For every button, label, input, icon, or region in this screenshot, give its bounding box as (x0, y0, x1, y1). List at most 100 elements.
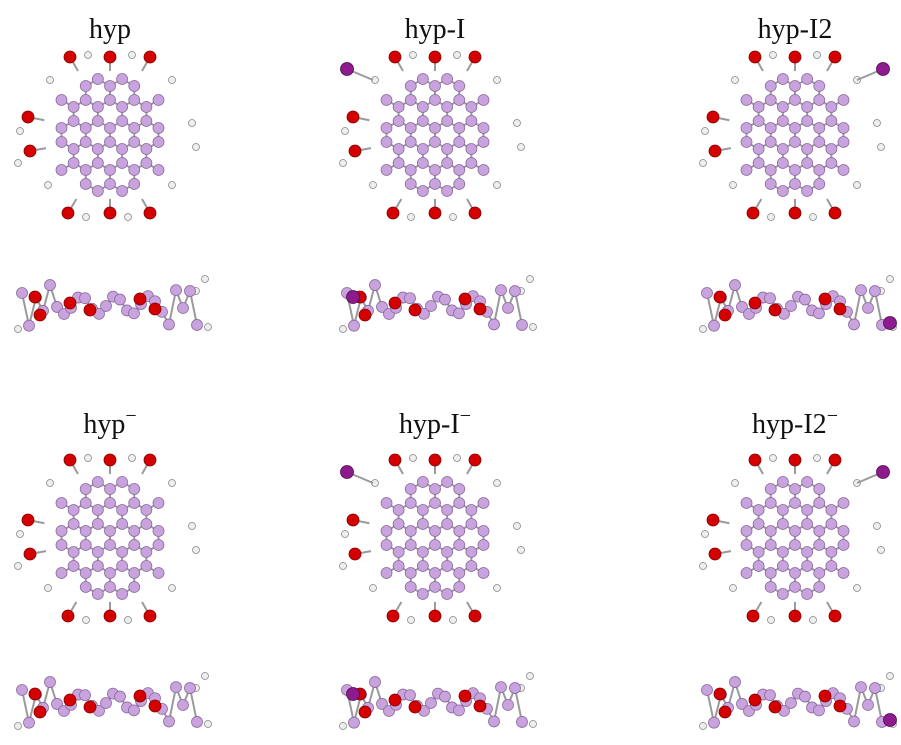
atom (700, 160, 707, 167)
molecule-top-view (700, 51, 890, 221)
atom (459, 293, 471, 305)
atom (777, 74, 788, 85)
panel-label: hyp (89, 14, 131, 45)
atom (410, 455, 417, 462)
atom (24, 717, 35, 728)
atom (68, 144, 79, 155)
atom (370, 677, 381, 688)
atom (514, 523, 521, 530)
atom (874, 523, 881, 530)
atom (405, 137, 416, 148)
atom (826, 144, 837, 155)
atom (45, 677, 56, 688)
atom (178, 700, 189, 711)
atom (129, 705, 140, 716)
atom (854, 182, 861, 189)
atom (884, 714, 897, 727)
panel-label-text: hyp (83, 409, 125, 440)
atom (741, 95, 752, 106)
atom (393, 158, 404, 169)
atom (440, 294, 451, 305)
atom (430, 484, 441, 495)
atom (68, 561, 79, 572)
atom (466, 547, 477, 558)
atom (814, 123, 825, 134)
atom (442, 561, 453, 572)
atom (389, 297, 401, 309)
atom (80, 568, 91, 579)
panel-label-text: hyp-I (399, 409, 460, 440)
atom (129, 484, 140, 495)
atom (405, 690, 416, 701)
atom (171, 682, 182, 693)
molecule-top-view (15, 51, 200, 221)
atom (105, 526, 116, 537)
atom (753, 505, 764, 516)
atom (814, 81, 825, 92)
atom (741, 137, 752, 148)
atom (429, 207, 441, 219)
atom (56, 540, 67, 551)
atom (409, 304, 421, 316)
atom (202, 276, 209, 283)
atom (389, 454, 401, 466)
atom (469, 610, 481, 622)
atom (29, 291, 41, 303)
atom (789, 51, 801, 63)
atom (719, 706, 731, 718)
atom (129, 165, 140, 176)
atom (129, 52, 136, 59)
atom (149, 700, 161, 712)
atom (68, 547, 79, 558)
atom (790, 137, 801, 148)
atom (117, 477, 128, 488)
atom (117, 505, 128, 516)
atom (15, 326, 22, 333)
atom (802, 116, 813, 127)
atom (393, 505, 404, 516)
atom (117, 102, 128, 113)
atom (56, 137, 67, 148)
atom (870, 286, 881, 297)
atom (878, 547, 885, 554)
atom (405, 540, 416, 551)
atom (15, 723, 22, 730)
atom (786, 697, 797, 708)
panel-charge: − (460, 405, 471, 427)
atom (459, 690, 471, 702)
atom (193, 547, 200, 554)
atom (466, 102, 477, 113)
atom (800, 294, 811, 305)
atom (426, 300, 437, 311)
atom (454, 498, 465, 509)
atom (153, 498, 164, 509)
atom (702, 128, 709, 135)
atom (442, 158, 453, 169)
atom (442, 144, 453, 155)
atom (68, 102, 79, 113)
atom (342, 531, 349, 538)
atom (17, 531, 24, 538)
atom (884, 317, 897, 330)
atom (134, 293, 146, 305)
atom (478, 498, 489, 509)
atom (29, 688, 41, 700)
atom (826, 158, 837, 169)
atom (790, 568, 801, 579)
atom (68, 158, 79, 169)
atom (802, 477, 813, 488)
atom (749, 694, 761, 706)
atom (503, 303, 514, 314)
atom (117, 589, 128, 600)
atom (527, 276, 534, 283)
atom (340, 563, 347, 570)
atom (826, 519, 837, 530)
atom (826, 561, 837, 572)
panel-label: hyp-I2− (752, 405, 838, 440)
atom (454, 81, 465, 92)
atom (829, 454, 841, 466)
panel-label-text: hyp (89, 14, 131, 45)
atom (814, 165, 825, 176)
atom (790, 498, 801, 509)
atom (80, 526, 91, 537)
